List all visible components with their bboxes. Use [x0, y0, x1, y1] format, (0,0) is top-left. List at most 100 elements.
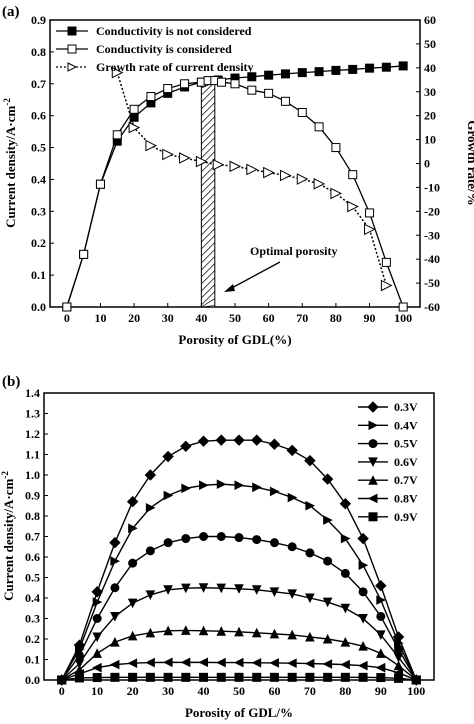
data-point: [112, 130, 122, 140]
data-point: [340, 603, 351, 614]
data-point: [280, 69, 290, 79]
data-point: [163, 538, 173, 548]
hatch-line: [201, 228, 216, 243]
y-tick-label: 1.2: [25, 427, 40, 441]
data-point: [234, 480, 245, 491]
data-point: [252, 482, 262, 493]
panel-b-label: (b): [2, 374, 20, 390]
data-point: [233, 657, 244, 668]
legend-marker: [67, 26, 77, 36]
panel-a-y2-ticks: -60 -50 -40 -30 -20 -10 0 10 20 30 40 50 60: [416, 13, 440, 314]
data-point: [109, 659, 120, 670]
legend-marker: [368, 457, 378, 468]
data-point: [251, 434, 263, 446]
x-tick-label: 50: [233, 684, 245, 698]
data-point: [251, 585, 262, 595]
x-tick-label: 20: [127, 684, 139, 698]
data-point: [145, 657, 155, 668]
data-point: [340, 533, 351, 544]
legend-marker: [368, 439, 378, 449]
data-point: [331, 143, 341, 153]
data-point: [199, 672, 209, 682]
data-point: [199, 480, 209, 491]
data-point: [180, 79, 190, 89]
data-point: [322, 633, 333, 644]
y-tick-label: 0.7: [25, 530, 40, 544]
data-point: [128, 672, 138, 682]
data-point: [128, 121, 141, 134]
data-point: [286, 444, 298, 457]
hatch-line: [201, 249, 216, 264]
data-point: [357, 532, 369, 545]
data-point: [198, 583, 209, 593]
y2-tick-label: 60: [424, 13, 436, 27]
data-point: [234, 626, 244, 637]
hatch-line: [201, 277, 216, 292]
series-line: [66, 79, 404, 308]
y-tick-label: 0.6: [25, 550, 40, 564]
data-point: [314, 122, 324, 132]
data-point: [330, 187, 343, 200]
panel-a-label: (a): [2, 4, 20, 20]
y2-tick-label: 0: [424, 157, 430, 171]
x-tick-label: 80: [330, 311, 342, 325]
data-point: [180, 440, 192, 453]
data-point: [145, 590, 156, 601]
data-point: [126, 495, 139, 508]
panel-b-x-axis-title: Porosity of GDL/%: [185, 705, 293, 720]
data-point: [251, 627, 262, 638]
data-point: [197, 435, 210, 447]
data-point: [394, 644, 404, 654]
data-point: [322, 597, 333, 608]
panel-b-series: [56, 434, 422, 686]
data-point: [305, 672, 315, 682]
data-point: [279, 169, 292, 182]
data-point: [145, 502, 156, 513]
y2-tick-label: -40: [424, 252, 440, 266]
data-point: [376, 630, 386, 641]
data-point: [217, 77, 227, 87]
y2-tick-label: -30: [424, 228, 440, 242]
hatch-line: [201, 263, 216, 278]
panel-a-series: [62, 61, 408, 312]
data-point: [323, 515, 333, 525]
data-point: [144, 469, 157, 481]
y-tick-label: 1.1: [25, 448, 40, 462]
data-point: [181, 534, 191, 544]
hatch-line: [201, 200, 216, 215]
y2-tick-label: 20: [424, 109, 436, 123]
data-point: [297, 107, 307, 117]
data-point: [297, 68, 307, 78]
y-tick-label: 1.0: [25, 468, 40, 482]
data-point: [411, 675, 421, 685]
panel-a-legend: Conductivity is not considered Conductivi…: [56, 24, 254, 74]
y2-tick-label: -10: [424, 180, 440, 194]
data-point: [62, 302, 72, 312]
data-point: [247, 72, 257, 82]
data-point: [199, 532, 209, 541]
data-point: [163, 84, 173, 94]
hatch-line: [201, 221, 216, 236]
y-tick-label: 0.3: [31, 204, 46, 218]
hatch-line: [201, 214, 216, 229]
hatch-line: [201, 298, 216, 308]
data-point: [268, 438, 281, 450]
hatch-line: [201, 186, 216, 201]
hatch-line: [201, 284, 216, 299]
data-point: [269, 538, 279, 548]
data-point: [92, 614, 102, 623]
x-tick-label: 0: [64, 311, 70, 325]
y-tick-label: 1.3: [25, 407, 40, 421]
hatch-line: [201, 305, 215, 308]
data-point: [92, 597, 103, 607]
series-0.8V: [56, 657, 421, 685]
data-point: [230, 79, 240, 89]
series-0.4V: [57, 479, 422, 685]
data-point: [252, 535, 262, 545]
hatch-line: [201, 130, 216, 145]
y2-tick-label: 10: [424, 133, 436, 147]
data-point: [323, 672, 333, 682]
data-point: [109, 536, 121, 549]
legend-label: 0.4V: [394, 418, 418, 432]
legend-label: Conductivity is considered: [96, 42, 232, 56]
